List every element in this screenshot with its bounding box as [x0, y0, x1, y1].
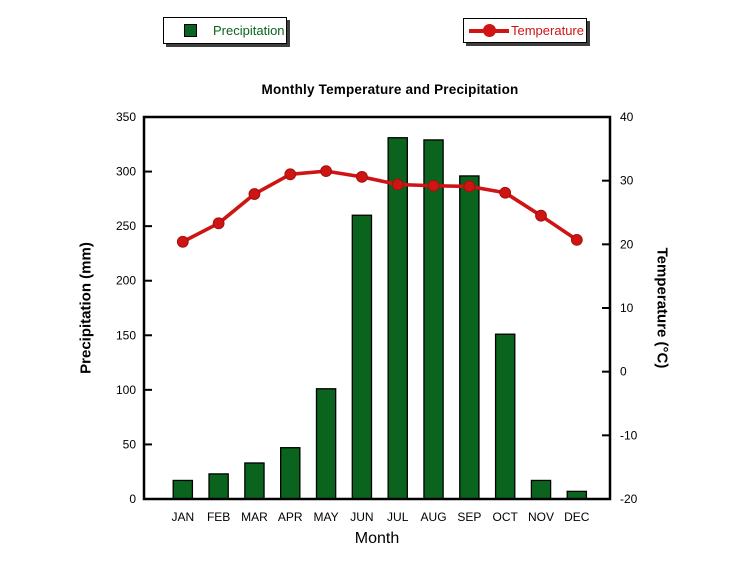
- month-label: APR: [278, 510, 303, 524]
- left-axis-tick-label: 200: [116, 274, 136, 288]
- temperature-line-icon: [469, 24, 509, 37]
- month-label: JUN: [350, 510, 373, 524]
- precipitation-bar: [423, 139, 444, 500]
- plot-frame: [142, 115, 612, 501]
- month-label: DEC: [564, 510, 590, 524]
- temperature-marker: [248, 188, 261, 200]
- left-axis-tick-label: 150: [116, 328, 136, 342]
- temperature-marker: [320, 165, 332, 178]
- temperature-marker-dot-icon: [483, 24, 496, 37]
- temperature-marker: [427, 179, 440, 192]
- month-label: AUG: [421, 510, 447, 524]
- temperature-marker: [356, 170, 368, 183]
- left-axis-tick-label: 100: [116, 383, 136, 397]
- month-label: JAN: [171, 510, 194, 524]
- precipitation-bar: [280, 447, 301, 500]
- month-label: FEB: [207, 510, 230, 524]
- right-axis-tick-label: 30: [620, 174, 634, 188]
- precipitation-bar: [208, 473, 229, 500]
- legend-temperature-label: Temperature: [511, 23, 584, 38]
- precipitation-bar: [244, 462, 265, 500]
- left-axis-tick-label: 300: [116, 165, 136, 179]
- precipitation-bar: [494, 333, 516, 500]
- temperature-marker: [176, 235, 189, 248]
- precipitation-bar: [387, 137, 408, 500]
- right-axis-tick-label: 40: [620, 110, 634, 124]
- month-label: MAR: [241, 510, 268, 524]
- temperature-marker: [535, 209, 547, 222]
- legend-temperature: Temperature: [463, 18, 587, 43]
- month-label: OCT: [493, 510, 519, 524]
- left-axis-tick-label: 50: [123, 437, 137, 451]
- right-axis-tick-label: -20: [620, 492, 638, 506]
- temperature-marker: [570, 233, 583, 246]
- right-axis-tick-label: 0: [620, 365, 627, 379]
- legend-precipitation: Precipitation: [163, 17, 287, 44]
- right-axis-tick-label: 10: [620, 301, 634, 315]
- left-axis-tick-label: 0: [129, 492, 136, 506]
- temperature-marker: [284, 168, 297, 181]
- precipitation-bar: [530, 479, 552, 500]
- month-label: MAY: [314, 510, 339, 524]
- left-axis-tick-label: 350: [116, 110, 136, 124]
- left-axis-tick-label: 250: [116, 219, 136, 233]
- temperature-line: [181, 169, 579, 244]
- right-axis-tick-label: -10: [620, 428, 638, 442]
- month-label: NOV: [528, 510, 554, 524]
- right-axis-tick-label: 20: [620, 237, 634, 251]
- temperature-marker: [212, 217, 225, 230]
- x-axis-title: Month: [354, 530, 400, 547]
- precipitation-bar: [351, 214, 373, 500]
- precipitation-bar: [315, 388, 337, 500]
- chart-title: Monthly Temperature and Precipitation: [261, 82, 519, 97]
- month-label: JUL: [387, 510, 409, 524]
- temperature-marker: [391, 178, 404, 191]
- legend-precipitation-label: Precipitation: [213, 23, 285, 38]
- temperature-marker: [463, 180, 476, 193]
- temperature-marker: [499, 186, 512, 199]
- precipitation-swatch-icon: [184, 24, 197, 37]
- precipitation-bar: [459, 175, 480, 500]
- month-label: SEP: [457, 510, 481, 524]
- precipitation-bar: [172, 479, 194, 500]
